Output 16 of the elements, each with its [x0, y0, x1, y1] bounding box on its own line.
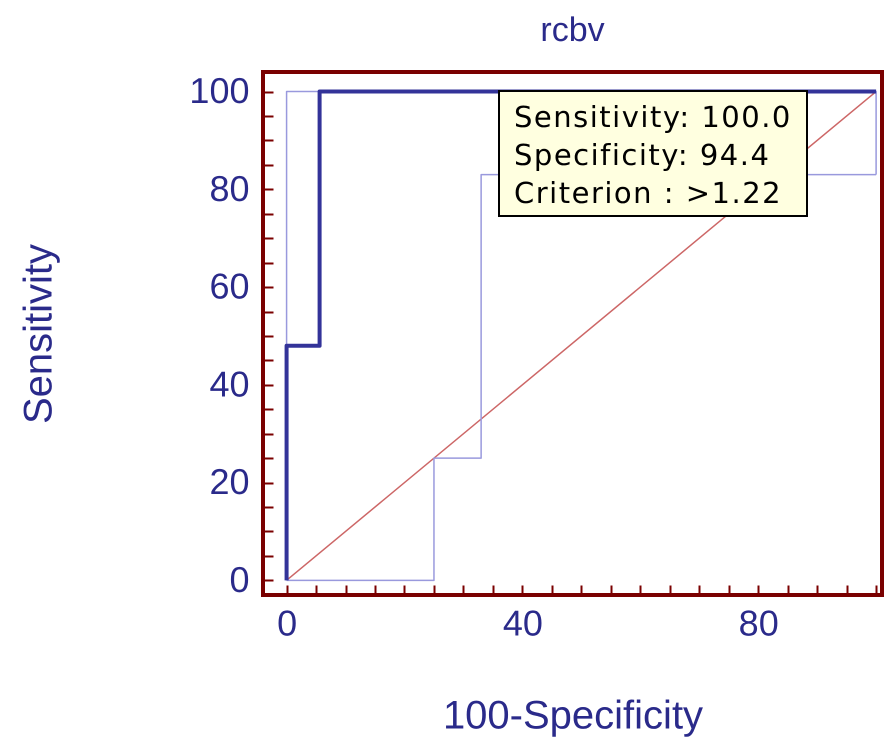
- x-tick-label: 0: [277, 602, 298, 644]
- y-tick-label: 80: [209, 168, 250, 209]
- x-tick-label: 80: [738, 602, 779, 644]
- x-tick-label: 40: [502, 602, 543, 644]
- annotation: Sensitivity: 100.0: [514, 100, 792, 134]
- annotation: Specificity: 94.4: [514, 138, 772, 172]
- y-tick-label: 100: [189, 70, 250, 112]
- note-box: Sensitivity: 100.0 Specificity: 94.4 Criterion : >1.22: [498, 90, 808, 217]
- y-tick-label: 0: [229, 558, 250, 600]
- annotation: Criterion : >1.22: [514, 176, 784, 210]
- y-tick-label: 20: [209, 461, 250, 502]
- chart-title: rcbv: [540, 11, 605, 49]
- y-axis-title: Sensitivity: [16, 244, 60, 424]
- y-tick-label: 40: [209, 363, 250, 404]
- y-tick-label: 60: [209, 266, 250, 307]
- x-axis-title: 100-Specificity: [442, 694, 704, 738]
